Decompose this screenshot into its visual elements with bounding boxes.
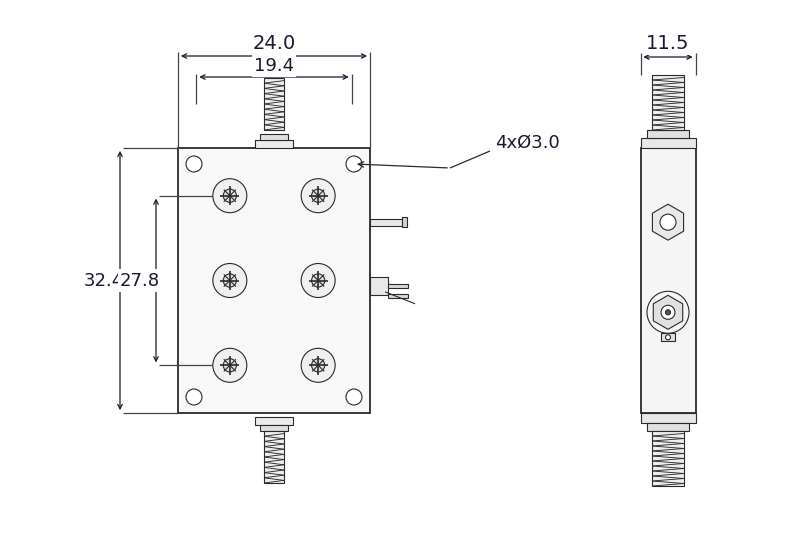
Bar (178, 148, 370, 413)
Circle shape (666, 335, 670, 340)
Circle shape (301, 348, 335, 382)
Circle shape (311, 359, 325, 372)
Circle shape (213, 348, 247, 382)
Text: 24.0: 24.0 (252, 34, 296, 53)
Circle shape (301, 264, 335, 297)
Circle shape (213, 179, 247, 213)
Polygon shape (654, 295, 682, 329)
Polygon shape (653, 204, 683, 240)
Text: 11.5: 11.5 (646, 34, 690, 53)
Bar (647, 130, 689, 138)
Bar (388, 294, 408, 298)
Text: 4xØ3.0: 4xØ3.0 (495, 134, 560, 152)
Circle shape (186, 389, 202, 405)
Bar (402, 217, 407, 227)
Circle shape (213, 264, 247, 297)
Circle shape (301, 179, 335, 213)
Bar (641, 413, 695, 423)
Text: 32.4: 32.4 (84, 272, 124, 290)
Bar (652, 431, 684, 486)
Text: 19.4: 19.4 (254, 57, 294, 75)
Circle shape (223, 359, 237, 372)
Bar (661, 333, 675, 341)
Circle shape (311, 274, 325, 287)
Circle shape (346, 156, 362, 172)
Circle shape (346, 389, 362, 405)
Circle shape (666, 310, 670, 315)
Bar (652, 75, 684, 130)
Bar (370, 277, 388, 295)
Bar (388, 284, 408, 288)
Bar (264, 431, 284, 483)
Bar (647, 423, 689, 431)
Circle shape (660, 214, 676, 230)
Bar (260, 134, 288, 140)
Circle shape (311, 189, 325, 202)
Circle shape (223, 189, 237, 202)
Circle shape (661, 305, 675, 319)
Text: 27.8: 27.8 (120, 272, 160, 290)
Bar (255, 140, 293, 148)
Circle shape (223, 274, 237, 287)
Bar (641, 148, 695, 413)
Bar (370, 219, 402, 226)
Bar (264, 78, 284, 130)
Bar (641, 138, 695, 148)
Circle shape (186, 156, 202, 172)
Bar (260, 425, 288, 431)
Bar (255, 417, 293, 425)
